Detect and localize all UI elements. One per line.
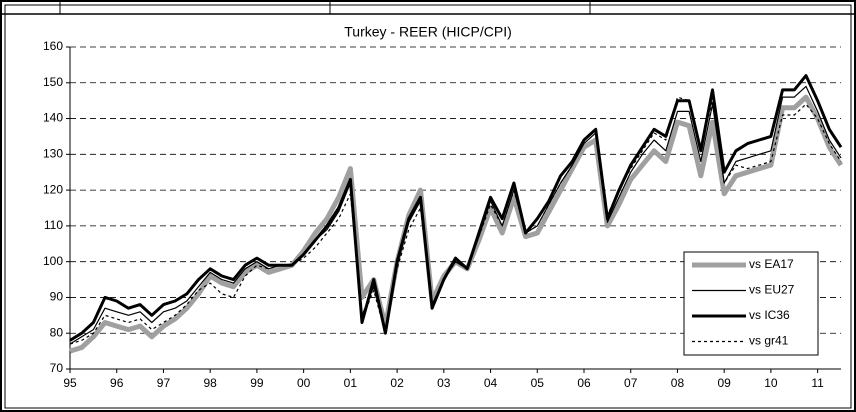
x-tick-label: 08 xyxy=(671,376,685,390)
inner-border xyxy=(4,4,852,409)
legend-label: vs IC36 xyxy=(749,308,790,322)
x-tick-label: 99 xyxy=(250,376,264,390)
y-tick-label: 150 xyxy=(43,75,63,89)
legend-label: vs gr41 xyxy=(749,334,789,348)
x-tick-label: 95 xyxy=(63,376,77,390)
y-tick-label: 160 xyxy=(43,39,63,53)
y-tick-label: 100 xyxy=(43,254,63,268)
y-tick-label: 130 xyxy=(43,147,63,161)
series-line xyxy=(69,96,842,345)
x-tick-label: 10 xyxy=(764,376,778,390)
y-tick-label: 110 xyxy=(44,218,63,232)
x-tick-label: 04 xyxy=(484,376,498,390)
legend-label: vs EU27 xyxy=(749,283,795,297)
x-tick-label: 00 xyxy=(297,376,311,390)
legend-label: vs EA17 xyxy=(749,257,794,271)
x-tick-label: 98 xyxy=(204,376,218,390)
x-tick-label: 09 xyxy=(718,376,732,390)
x-tick-label: 01 xyxy=(344,376,358,390)
x-tick-label: 06 xyxy=(577,376,591,390)
y-tick-label: 120 xyxy=(43,182,63,196)
x-tick-label: 02 xyxy=(390,376,404,390)
chart-title: Turkey - REER (HICP/CPI) xyxy=(344,24,512,40)
x-tick-label: 05 xyxy=(531,376,545,390)
series-line xyxy=(69,74,843,342)
y-tick-label: 80 xyxy=(50,325,64,339)
y-tick-label: 70 xyxy=(50,361,64,375)
x-tick-label: 11 xyxy=(811,376,824,390)
y-tick-label: 90 xyxy=(50,290,64,304)
y-tick-label: 140 xyxy=(43,111,63,125)
x-tick-label: 03 xyxy=(437,376,451,390)
x-tick-label: 97 xyxy=(157,376,171,390)
legend-box xyxy=(683,251,819,356)
x-tick-label: 96 xyxy=(110,376,124,390)
x-tick-label: 07 xyxy=(624,376,638,390)
